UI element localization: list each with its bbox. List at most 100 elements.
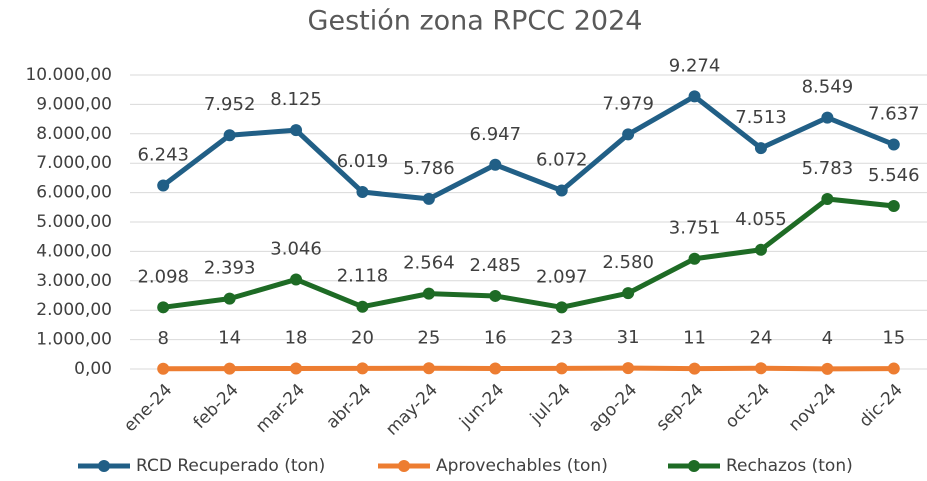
data-point xyxy=(622,362,635,375)
data-point xyxy=(489,158,502,171)
y-tick-label: 0,00 xyxy=(74,359,112,379)
y-tick-label: 8.000,00 xyxy=(36,124,112,144)
y-tick-label: 5.000,00 xyxy=(36,212,112,232)
data-point xyxy=(821,111,834,124)
data-label: 24 xyxy=(750,327,773,348)
x-tick-label: jun-24 xyxy=(455,380,508,433)
data-label: 11 xyxy=(683,328,706,349)
data-label: 7.637 xyxy=(868,103,920,124)
data-point xyxy=(356,186,369,199)
data-label: 3.751 xyxy=(669,218,721,239)
data-label: 2.118 xyxy=(337,266,389,287)
data-point xyxy=(622,287,635,300)
data-label: 8.549 xyxy=(802,77,854,98)
legend-label: RCD Recuperado (ton) xyxy=(136,456,325,476)
y-tick-label: 7.000,00 xyxy=(36,153,112,173)
legend-marker xyxy=(398,460,410,472)
data-point xyxy=(821,362,834,375)
data-label: 2.393 xyxy=(204,258,256,279)
x-tick-label: ago-24 xyxy=(585,380,641,436)
data-label: 7.513 xyxy=(735,107,787,128)
data-label: 5.546 xyxy=(868,165,920,186)
y-tick-label: 6.000,00 xyxy=(36,183,112,203)
series-line xyxy=(163,365,894,372)
data-point xyxy=(489,362,502,375)
data-label: 9.274 xyxy=(669,55,721,76)
series-line xyxy=(162,196,895,310)
data-point xyxy=(622,128,635,141)
data-point xyxy=(157,179,170,192)
data-point xyxy=(157,362,170,375)
data-label: 20 xyxy=(351,327,374,348)
legend-label: Aprovechables (ton) xyxy=(436,456,608,476)
data-point xyxy=(223,292,236,305)
data-label: 18 xyxy=(285,327,308,348)
data-label: 31 xyxy=(617,327,640,348)
series-line xyxy=(161,93,895,202)
data-point xyxy=(422,362,435,375)
data-label: 16 xyxy=(484,328,507,349)
y-tick-label: 4.000,00 xyxy=(36,241,112,261)
data-point xyxy=(754,142,767,155)
data-label: 2.564 xyxy=(403,253,455,274)
data-point xyxy=(489,289,502,302)
data-point xyxy=(555,184,568,197)
y-tick-label: 1.000,00 xyxy=(36,330,112,350)
data-point xyxy=(555,301,568,314)
data-point xyxy=(223,129,236,142)
data-point xyxy=(754,243,767,256)
data-label: 6.072 xyxy=(536,149,588,170)
data-point xyxy=(422,287,435,300)
x-tick-label: oct-24 xyxy=(722,380,774,432)
data-label: 6.019 xyxy=(337,151,389,172)
data-point xyxy=(290,362,303,375)
x-tick-label: mar-24 xyxy=(252,380,309,437)
data-point xyxy=(821,192,834,205)
data-label: 2.097 xyxy=(536,266,588,287)
data-point xyxy=(356,362,369,375)
x-tick-label: may-24 xyxy=(382,380,442,440)
data-label: 5.783 xyxy=(802,158,854,179)
x-tick-label: feb-24 xyxy=(190,380,243,433)
data-label: 6.947 xyxy=(470,124,522,145)
data-label: 7.979 xyxy=(602,93,654,114)
data-label: 14 xyxy=(218,328,241,349)
data-point xyxy=(688,252,701,265)
data-point xyxy=(887,138,900,151)
legend-marker xyxy=(688,460,700,472)
data-label: 23 xyxy=(550,327,573,348)
legend-marker xyxy=(98,460,110,472)
x-tick-label: dic-24 xyxy=(855,380,906,431)
data-point xyxy=(223,362,236,375)
x-tick-label: jul-24 xyxy=(526,380,575,429)
data-label: 15 xyxy=(882,328,905,349)
data-label: 25 xyxy=(417,327,440,348)
data-label: 7.952 xyxy=(204,94,256,115)
x-tick-label: ene-24 xyxy=(120,380,176,436)
data-point xyxy=(290,273,303,286)
data-label: 3.046 xyxy=(270,238,322,259)
data-label: 2.098 xyxy=(137,266,189,287)
x-tick-label: nov-24 xyxy=(785,380,841,436)
data-point xyxy=(754,362,767,375)
y-tick-label: 10.000,00 xyxy=(25,65,112,85)
data-point xyxy=(356,300,369,313)
data-label: 5.786 xyxy=(403,158,455,179)
data-label: 4 xyxy=(822,328,833,349)
chart-title: Gestión zona RPCC 2024 xyxy=(308,6,643,37)
y-tick-label: 9.000,00 xyxy=(36,94,112,114)
data-point xyxy=(887,362,900,375)
x-tick-label: sep-24 xyxy=(653,380,708,435)
x-tick-label: abr-24 xyxy=(323,380,376,433)
data-point xyxy=(887,199,900,212)
data-label: 8 xyxy=(157,328,168,349)
data-label: 6.243 xyxy=(137,144,189,165)
data-point xyxy=(688,90,701,103)
data-point xyxy=(422,192,435,205)
data-point xyxy=(555,362,568,375)
data-label: 4.055 xyxy=(735,209,787,230)
data-point xyxy=(688,362,701,375)
data-label: 2.485 xyxy=(470,255,522,276)
data-point xyxy=(157,301,170,314)
